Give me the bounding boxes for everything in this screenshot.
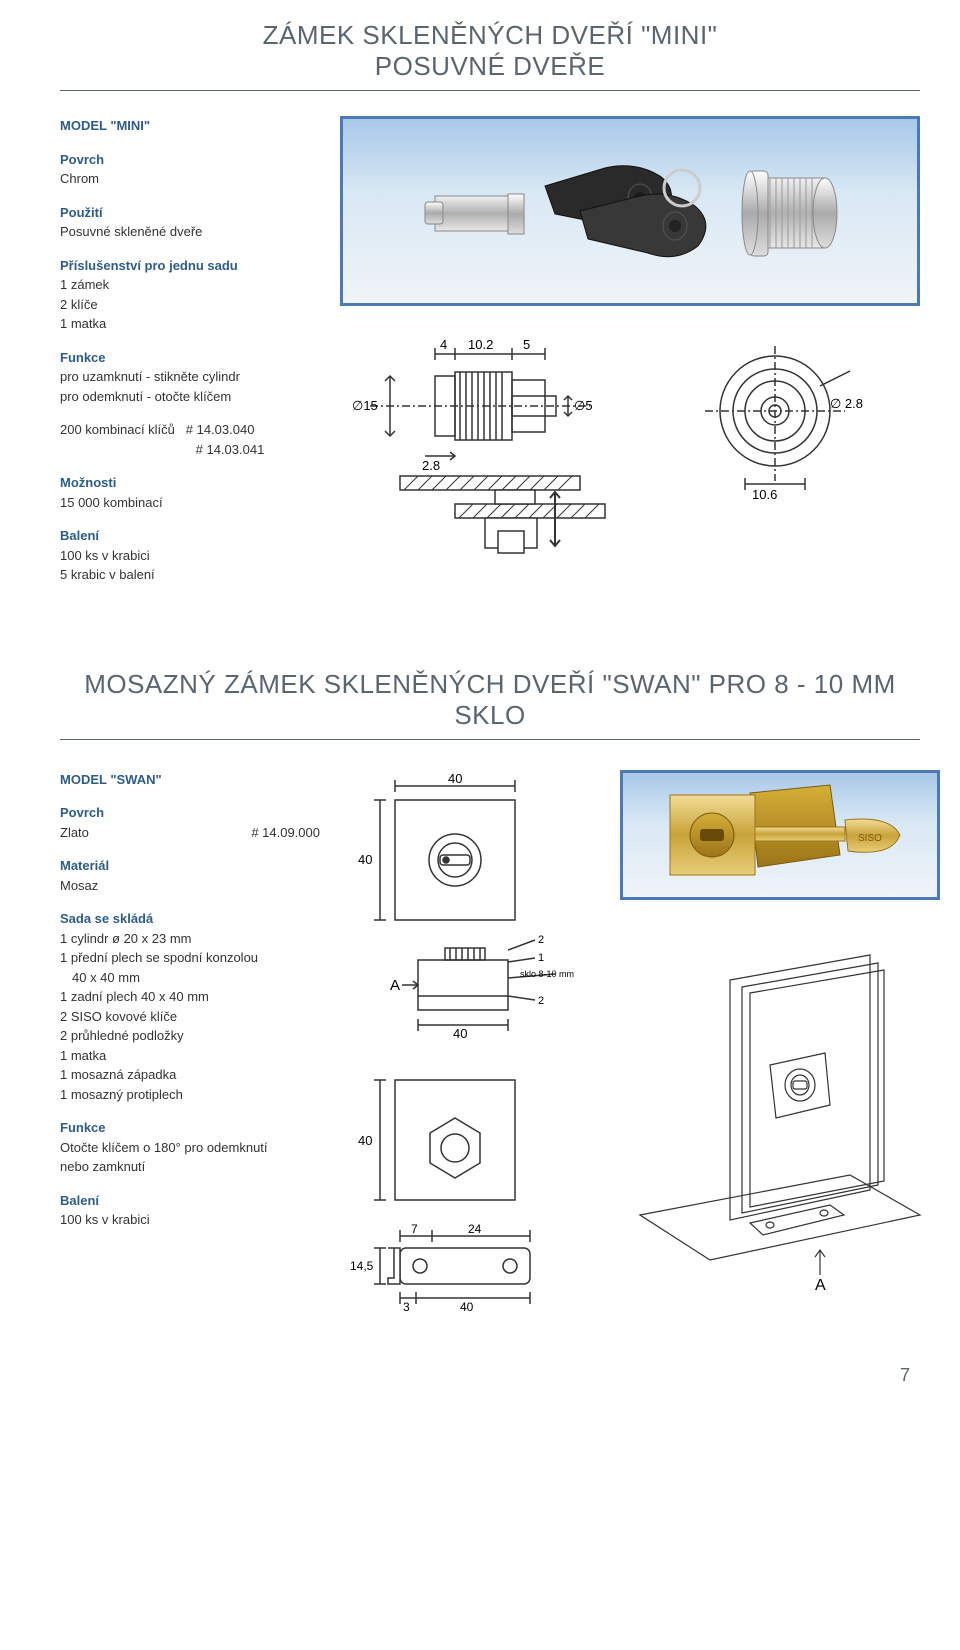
dim-24: 24 [468, 1222, 482, 1236]
prislusenstvi-1: 1 zámek [60, 275, 320, 295]
dim-2-8: 2.8 [422, 458, 440, 473]
page-number: 7 [60, 1365, 920, 1386]
section2-photo: SISO [620, 770, 940, 900]
prislusenstvi-label: Příslušenství pro jednu sadu [60, 256, 320, 276]
iso-A: A [815, 1277, 826, 1294]
title-line1: ZÁMEK SKLENĚNÝCH DVEŘÍ "MINI" [60, 20, 920, 51]
moznosti-label: Možnosti [60, 473, 320, 493]
prislusenstvi-2: 2 klíče [60, 295, 320, 315]
callout-2a: 2 [538, 934, 544, 946]
dim-4: 4 [440, 337, 447, 352]
section1-title: ZÁMEK SKLENĚNÝCH DVEŘÍ "MINI" POSUVNÉ DV… [60, 20, 920, 91]
section2-title: MOSAZNÝ ZÁMEK SKLENĚNÝCH DVEŘÍ "SWAN" PR… [60, 669, 920, 740]
dim-d5: ∅5 [574, 398, 593, 413]
section1-diagram-right: 10.6 ∅ 2.8 [690, 336, 870, 516]
baleni-1: 100 ks v krabici [60, 546, 320, 566]
model-label: MODEL "MINI" [60, 116, 320, 136]
dim-40-left1: 40 [358, 852, 372, 867]
swan-funkce-2: nebo zamknutí [60, 1157, 320, 1177]
pouziti-value: Posuvné skleněné dveře [60, 222, 320, 242]
swan-povrch-code: # 14.09.000 [251, 823, 320, 843]
povrch-value: Chrom [60, 169, 320, 189]
swan-baleni-label: Balení [60, 1191, 320, 1211]
moznosti-value: 15 000 kombinací [60, 493, 320, 513]
section1-body: MODEL "MINI" Povrch Chrom Použití Posuvn… [60, 116, 920, 599]
dim-10-2: 10.2 [468, 337, 493, 352]
section2-iso: A [620, 915, 940, 1295]
swan-funkce-1: Otočte klíčem o 180° pro odemknutí [60, 1138, 320, 1158]
lock-photo-svg [380, 126, 880, 296]
funkce-2: pro odemknutí - otočte klíčem [60, 387, 320, 407]
swan-material-value: Mosaz [60, 876, 320, 896]
dim-A: A [390, 977, 400, 994]
swan-sada-7: 1 mosazná západka [60, 1065, 320, 1085]
swan-sada-label: Sada se skládá [60, 909, 320, 929]
dim-5: 5 [523, 337, 530, 352]
section2-body: MODEL "SWAN" Povrch Zlato # 14.09.000 Ma… [60, 770, 920, 1335]
dim-d15: ∅15 [352, 398, 378, 413]
section2-title-text: MOSAZNÝ ZÁMEK SKLENĚNÝCH DVEŘÍ "SWAN" PR… [60, 669, 920, 731]
swan-funkce-label: Funkce [60, 1118, 320, 1138]
swan-sada-8: 1 mosazný protiplech [60, 1085, 320, 1105]
callout-2b: 2 [538, 995, 544, 1007]
prislusenstvi-3: 1 matka [60, 314, 320, 334]
section2-diagrams: 40 40 A 2 1 sklo 8-10 mm 2 40 40 7 24 14… [340, 770, 600, 1335]
kombinaci-code2: # 14.03.041 [196, 442, 265, 457]
swan-sada-2b: 40 x 40 mm [72, 968, 320, 988]
povrch-label: Povrch [60, 150, 320, 170]
baleni-2: 5 krabic v balení [60, 565, 320, 585]
callout-glass: sklo 8-10 mm [520, 969, 574, 979]
callout-1: 1 [538, 952, 544, 964]
swan-material-label: Materiál [60, 856, 320, 876]
swan-sada-1: 1 cylindr ø 20 x 23 mm [60, 929, 320, 949]
dim-40-top: 40 [448, 771, 462, 786]
title-underline-2 [60, 739, 920, 740]
dim-14-5: 14,5 [350, 1259, 374, 1273]
pouziti-label: Použití [60, 203, 320, 223]
baleni-label: Balení [60, 526, 320, 546]
swan-sada-5: 2 průhledné podložky [60, 1026, 320, 1046]
title-underline [60, 90, 920, 91]
dim-40-mid: 40 [453, 1026, 467, 1041]
kombinaci-code1: # 14.03.040 [186, 422, 255, 437]
swan-sada-6: 1 matka [60, 1046, 320, 1066]
swan-sada-2: 1 přední plech se spodní konzolou [60, 948, 320, 968]
section2-specs: MODEL "SWAN" Povrch Zlato # 14.09.000 Ma… [60, 770, 320, 1335]
section1-specs: MODEL "MINI" Povrch Chrom Použití Posuvn… [60, 116, 320, 599]
kombinaci-text: 200 kombinací klíčů [60, 422, 175, 437]
section1-diagram-left: 4 10.2 5 ∅15 ∅5 2.8 [340, 336, 660, 566]
dim-7: 7 [411, 1222, 418, 1236]
funkce-label: Funkce [60, 348, 320, 368]
dim-d2-8: ∅ 2.8 [830, 396, 863, 411]
dim-3: 3 [403, 1300, 410, 1314]
svg-text:SISO: SISO [858, 833, 882, 844]
swan-photo-svg: SISO [630, 775, 930, 895]
title-line2: POSUVNÉ DVEŘE [60, 51, 920, 82]
swan-baleni-1: 100 ks v krabici [60, 1210, 320, 1230]
dim-40-left2: 40 [358, 1133, 372, 1148]
section1-photo [340, 116, 920, 306]
swan-sada-3: 1 zadní plech 40 x 40 mm [60, 987, 320, 1007]
swan-povrch-label: Povrch [60, 803, 320, 823]
dim-10-6: 10.6 [752, 487, 777, 502]
swan-sada-4: 2 SISO kovové klíče [60, 1007, 320, 1027]
dim-40-bot: 40 [460, 1300, 474, 1314]
swan-povrch-value: Zlato [60, 825, 89, 840]
funkce-1: pro uzamknutí - stikněte cylindr [60, 367, 320, 387]
swan-model-label: MODEL "SWAN" [60, 770, 320, 790]
